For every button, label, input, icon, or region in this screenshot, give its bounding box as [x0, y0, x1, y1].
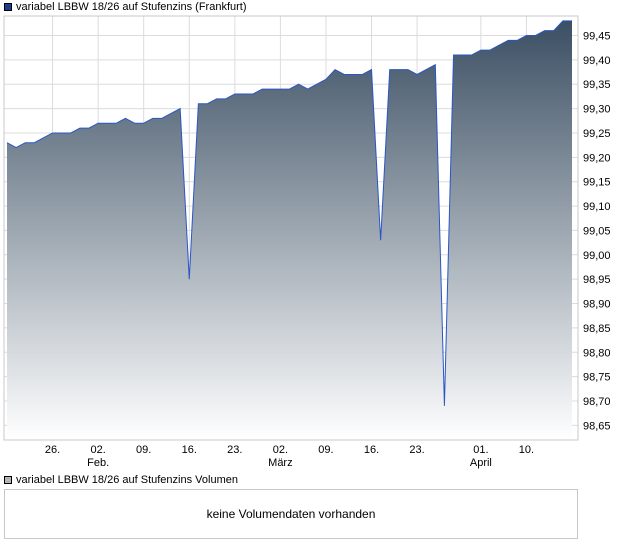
price-legend-swatch [4, 3, 12, 11]
x-tick-label: 02. [273, 444, 288, 456]
y-tick-label: 98,80 [583, 347, 611, 359]
y-tick-label: 99,00 [583, 250, 611, 262]
y-tick-label: 98,85 [583, 323, 611, 335]
y-tick-label: 99,10 [583, 201, 611, 213]
y-tick-label: 98,95 [583, 274, 611, 286]
x-tick-label: 16. [364, 444, 379, 456]
y-tick-label: 99,05 [583, 225, 611, 237]
y-axis: 98,65 98,70 98,75 98,80 98,85 98,90 98,95 99,00… [583, 30, 611, 432]
y-tick-label: 98,65 [583, 420, 611, 432]
x-tick-month-label: April [470, 457, 492, 469]
volume-panel: keine Volumendaten vorhanden [4, 489, 578, 539]
y-tick-label: 99,30 [583, 104, 611, 116]
y-tick-label: 99,45 [583, 30, 611, 42]
y-tick-label: 99,15 [583, 177, 611, 189]
volume-legend: variabel LBBW 18/26 auf Stufenzins Volum… [4, 473, 238, 487]
x-tick-label: 23. [227, 444, 242, 456]
x-tick-month-label: Feb. [87, 457, 109, 469]
plot-frame [3, 15, 579, 441]
x-tick-label: 09. [318, 444, 333, 456]
price-line [6, 20, 572, 406]
y-tick-label: 98,75 [583, 372, 611, 384]
x-tick-label: 16. [182, 444, 197, 456]
x-tick-month-label: März [268, 457, 292, 469]
y-tick-label: 99,40 [583, 55, 611, 67]
volume-legend-label: variabel LBBW 18/26 auf Stufenzins Volum… [16, 474, 238, 486]
price-legend-label: variabel LBBW 18/26 auf Stufenzins (Fran… [16, 1, 247, 13]
volume-legend-swatch [4, 476, 12, 484]
y-tick-label: 98,70 [583, 396, 611, 408]
x-tick-label: 09. [136, 444, 151, 456]
y-tick-label: 99,20 [583, 152, 611, 164]
y-tick-label: 99,35 [583, 79, 611, 91]
y-tick-label: 99,25 [583, 128, 611, 140]
x-tick-label: 26. [45, 444, 60, 456]
price-area [7, 20, 572, 441]
x-tick-label: 01. [473, 444, 488, 456]
x-tick-label: 02. [90, 444, 105, 456]
volume-empty-message: keine Volumendaten vorhanden [206, 507, 376, 521]
x-tick-label: 10. [519, 444, 534, 456]
price-legend: variabel LBBW 18/26 auf Stufenzins (Fran… [4, 0, 247, 14]
x-tick-label: 23. [409, 444, 424, 456]
y-tick-label: 98,90 [583, 299, 611, 311]
